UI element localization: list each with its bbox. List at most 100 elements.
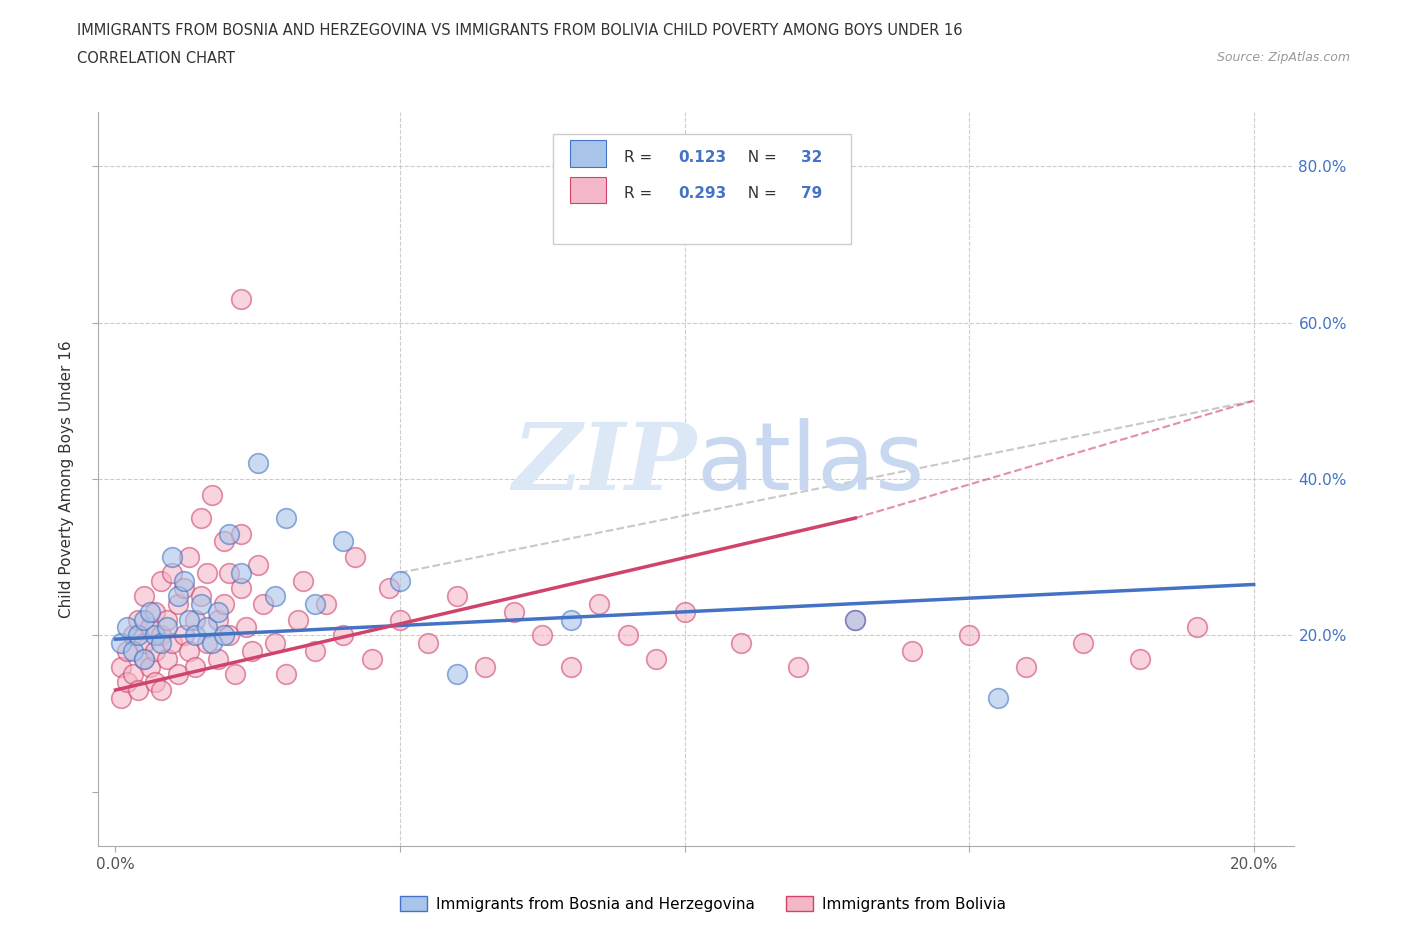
Point [560, 659, 582, 674]
Point [150, 683, 173, 698]
Point [844, 612, 866, 627]
Point [1015, 659, 1038, 674]
Point [332, 534, 354, 549]
Point [173, 581, 195, 596]
Point [195, 635, 218, 650]
Point [218, 628, 240, 643]
Point [229, 581, 252, 596]
Point [276, 667, 298, 682]
Text: Source: ZipAtlas.com: Source: ZipAtlas.com [1216, 51, 1350, 64]
Point [315, 596, 337, 611]
Point [162, 635, 184, 650]
Point [1185, 620, 1208, 635]
Point [201, 487, 224, 502]
Point [446, 667, 468, 682]
Point [360, 651, 382, 666]
FancyBboxPatch shape [571, 177, 606, 204]
Point [1071, 635, 1094, 650]
Point [132, 635, 155, 650]
Point [132, 589, 155, 604]
Point [201, 635, 224, 650]
Point [138, 659, 160, 674]
Point [127, 683, 149, 698]
Text: 79: 79 [801, 186, 823, 202]
Point [115, 644, 138, 658]
Point [304, 644, 326, 658]
Point [184, 628, 207, 643]
Point [143, 644, 166, 658]
Text: R =: R = [624, 186, 658, 202]
Point [121, 644, 143, 658]
Point [218, 526, 240, 541]
Text: R =: R = [624, 150, 658, 165]
Point [263, 635, 285, 650]
Point [263, 589, 285, 604]
Point [730, 635, 752, 650]
Point [156, 620, 179, 635]
Point [207, 651, 229, 666]
Point [240, 644, 263, 658]
Point [560, 612, 582, 627]
Point [332, 628, 354, 643]
Point [173, 573, 195, 588]
Point [292, 573, 315, 588]
Point [121, 667, 143, 682]
Point [184, 659, 207, 674]
Text: CORRELATION CHART: CORRELATION CHART [77, 51, 235, 66]
Point [212, 628, 235, 643]
Point [588, 596, 610, 611]
Point [127, 628, 149, 643]
Point [276, 511, 298, 525]
Point [502, 604, 524, 619]
Point [143, 675, 166, 690]
Point [143, 604, 166, 619]
Point [844, 612, 866, 627]
Point [901, 644, 924, 658]
Point [446, 589, 468, 604]
Text: atlas: atlas [696, 418, 924, 511]
Text: IMMIGRANTS FROM BOSNIA AND HERZEGOVINA VS IMMIGRANTS FROM BOLIVIA CHILD POVERTY : IMMIGRANTS FROM BOSNIA AND HERZEGOVINA V… [77, 23, 963, 38]
Point [212, 534, 235, 549]
Point [179, 612, 201, 627]
Point [110, 635, 132, 650]
Point [229, 565, 252, 580]
FancyBboxPatch shape [553, 134, 852, 244]
Point [377, 581, 399, 596]
Point [207, 612, 229, 627]
Text: 0.123: 0.123 [678, 150, 725, 165]
Text: N =: N = [738, 150, 782, 165]
Y-axis label: Child Poverty Among Boys Under 16: Child Poverty Among Boys Under 16 [59, 340, 75, 618]
Point [787, 659, 810, 674]
Point [673, 604, 696, 619]
Text: 32: 32 [801, 150, 823, 165]
Point [150, 628, 173, 643]
Point [162, 550, 184, 565]
Point [195, 565, 218, 580]
Point [987, 690, 1010, 705]
Point [138, 620, 160, 635]
Point [343, 550, 366, 565]
Point [132, 651, 155, 666]
Point [229, 292, 252, 307]
Point [190, 589, 212, 604]
Point [132, 612, 155, 627]
Point [207, 604, 229, 619]
Point [156, 612, 179, 627]
Point [127, 612, 149, 627]
Point [167, 667, 190, 682]
Point [184, 612, 207, 627]
Point [167, 589, 190, 604]
Point [1129, 651, 1152, 666]
Point [150, 635, 173, 650]
Point [173, 628, 195, 643]
Point [218, 565, 240, 580]
Point [224, 667, 246, 682]
Legend: Immigrants from Bosnia and Herzegovina, Immigrants from Bolivia: Immigrants from Bosnia and Herzegovina, … [394, 889, 1012, 918]
Point [195, 620, 218, 635]
Point [143, 628, 166, 643]
Point [418, 635, 440, 650]
Point [474, 659, 496, 674]
Point [252, 596, 274, 611]
Point [957, 628, 980, 643]
Point [156, 651, 179, 666]
